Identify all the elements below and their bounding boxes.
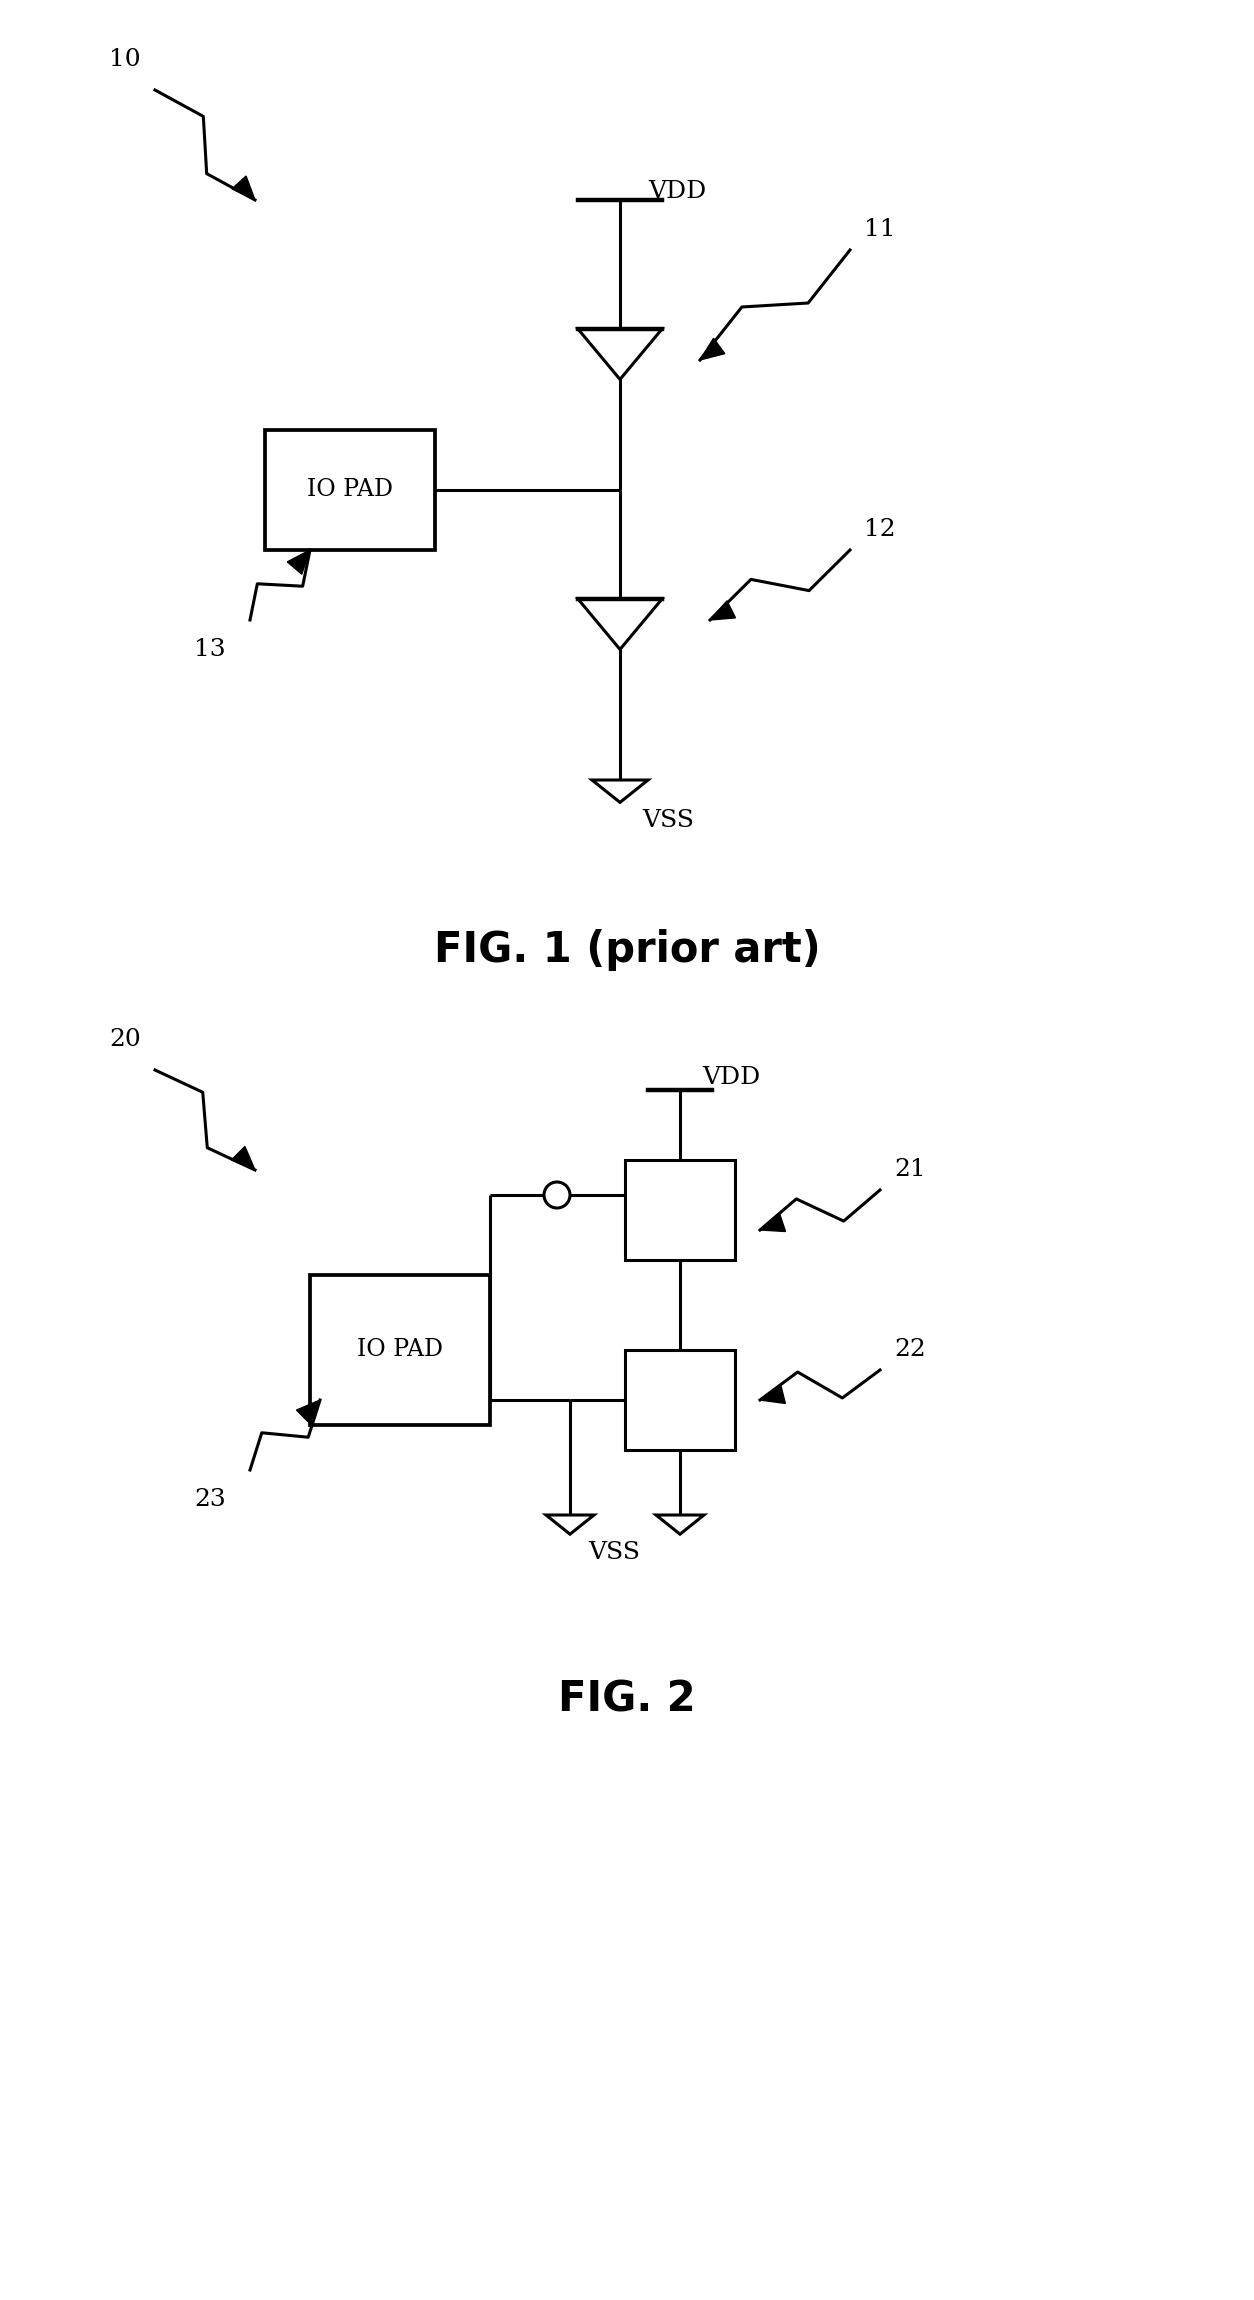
Text: FIG. 1 (prior art): FIG. 1 (prior art) (434, 929, 820, 971)
Text: 20: 20 (109, 1028, 140, 1051)
Text: FIG. 2: FIG. 2 (558, 1679, 696, 1720)
Text: IO PAD: IO PAD (357, 1339, 443, 1362)
Polygon shape (296, 1401, 320, 1424)
FancyBboxPatch shape (624, 1159, 735, 1260)
Polygon shape (760, 1214, 785, 1230)
Text: VSS: VSS (642, 810, 693, 833)
Text: 10: 10 (109, 48, 140, 71)
Text: IO PAD: IO PAD (307, 478, 393, 501)
Polygon shape (287, 550, 310, 575)
Polygon shape (232, 177, 255, 200)
Text: 11: 11 (864, 218, 895, 242)
Text: 23: 23 (194, 1488, 226, 1511)
Text: VDD: VDD (702, 1067, 760, 1090)
FancyBboxPatch shape (265, 430, 435, 550)
Polygon shape (710, 600, 736, 621)
Polygon shape (232, 1145, 255, 1171)
FancyBboxPatch shape (624, 1350, 735, 1449)
Text: VSS: VSS (588, 1541, 640, 1564)
FancyBboxPatch shape (310, 1274, 490, 1426)
Text: VDD: VDD (648, 179, 706, 202)
Text: 13: 13 (194, 639, 226, 662)
Text: 21: 21 (894, 1159, 925, 1182)
Polygon shape (760, 1385, 785, 1403)
Polygon shape (700, 338, 725, 361)
Text: 12: 12 (864, 518, 895, 540)
Text: 22: 22 (894, 1339, 925, 1362)
